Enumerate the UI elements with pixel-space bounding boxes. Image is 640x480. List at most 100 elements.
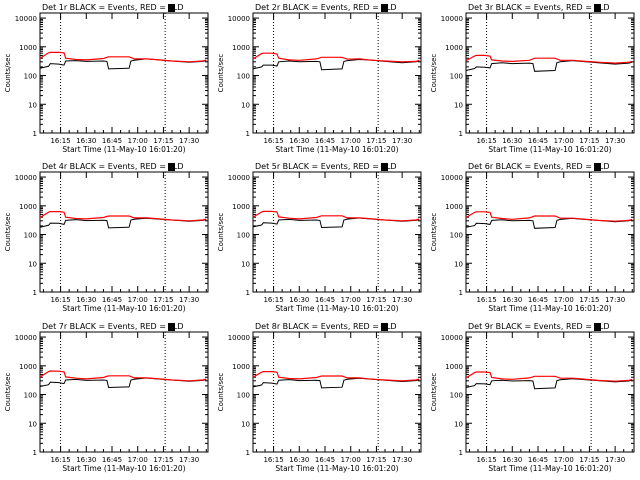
x-tick-label: 17:00 xyxy=(341,296,361,304)
panel-title: Det 2r BLACK = Events, RED = LLD xyxy=(255,3,397,12)
panel-det-7: Det 7r BLACK = Events, RED = LLD 1 10 100 10… xyxy=(4,322,209,473)
x-tick-label: 17:30 xyxy=(605,296,625,304)
x-axis-label: Start Time (11-May-10 16:01:20) xyxy=(62,464,185,473)
x-tick-label: 17:15 xyxy=(366,296,386,304)
legend-marker xyxy=(168,163,175,171)
lld-series-line xyxy=(465,54,633,64)
lld-series-line xyxy=(252,52,420,63)
panel-det-6: Det 6r BLACK = Events, RED = LLD 1 10 100 10… xyxy=(430,162,635,313)
panel-title: Det 9r BLACK = Events, RED = LLD xyxy=(468,322,610,331)
y-tick-label: 100 xyxy=(450,73,463,81)
x-tick-label: 17:00 xyxy=(554,137,574,145)
x-tick-label: 17:30 xyxy=(392,137,412,145)
events-series-line xyxy=(252,377,420,389)
lld-series-line xyxy=(39,370,207,382)
x-tick-label: 17:30 xyxy=(179,296,199,304)
plot-frame xyxy=(39,331,209,453)
y-tick-label: 100 xyxy=(237,392,250,400)
y-tick-label: 10 xyxy=(454,260,463,268)
x-tick-label: 16:30 xyxy=(502,296,522,304)
y-tick-label: 100 xyxy=(24,392,37,400)
x-tick-label: 17:00 xyxy=(554,456,574,464)
plot-frame xyxy=(465,171,635,293)
y-tick-label: 1 xyxy=(459,289,463,297)
x-tick-label: 16:45 xyxy=(528,137,548,145)
x-axis-label: Start Time (11-May-10 16:01:20) xyxy=(488,464,611,473)
panel-det-5: Det 5r BLACK = Events, RED = LLD 1 10 100 10… xyxy=(217,162,422,313)
y-tick-label: 100 xyxy=(450,232,463,240)
x-tick-label: 17:15 xyxy=(579,137,599,145)
plot-frame xyxy=(252,171,422,293)
y-tick-label: 10000 xyxy=(228,15,250,23)
x-axis-label: Start Time (11-May-10 16:01:20) xyxy=(488,145,611,154)
y-tick-label: 10 xyxy=(28,260,37,268)
lld-series-line xyxy=(465,371,633,382)
lld-series-line xyxy=(39,51,207,63)
x-tick-label: 16:30 xyxy=(502,456,522,464)
x-tick-label: 17:15 xyxy=(366,137,386,145)
x-tick-label: 16:30 xyxy=(502,137,522,145)
x-tick-label: 16:30 xyxy=(76,296,96,304)
y-tick-label: 1000 xyxy=(232,363,250,371)
y-tick-label: 1 xyxy=(246,449,250,457)
panel-det-4: Det 4r BLACK = Events, RED = LLD 1 10 100 10… xyxy=(4,162,209,313)
x-tick-label: 17:30 xyxy=(179,137,199,145)
y-axis-label: Counts/sec xyxy=(217,373,225,412)
x-tick-label: 17:30 xyxy=(179,456,199,464)
x-tick-label: 16:45 xyxy=(528,296,548,304)
events-series-line xyxy=(39,377,207,389)
y-axis-label: Counts/sec xyxy=(430,373,438,412)
x-tick-label: 16:15 xyxy=(263,137,283,145)
x-axis-label: Start Time (11-May-10 16:01:20) xyxy=(62,304,185,313)
x-tick-label: 16:15 xyxy=(50,137,70,145)
legend-marker xyxy=(381,4,388,12)
y-tick-label: 1 xyxy=(33,449,37,457)
events-series-line xyxy=(465,217,633,229)
panel-title: Det 6r BLACK = Events, RED = LLD xyxy=(468,162,610,171)
x-tick-label: 17:00 xyxy=(341,456,361,464)
y-tick-label: 1000 xyxy=(445,203,463,211)
y-tick-label: 1000 xyxy=(232,203,250,211)
y-tick-label: 1 xyxy=(459,449,463,457)
y-tick-label: 1000 xyxy=(19,203,37,211)
x-tick-label: 17:15 xyxy=(366,456,386,464)
panel-title: Det 5r BLACK = Events, RED = LLD xyxy=(255,162,397,171)
y-tick-label: 100 xyxy=(450,392,463,400)
y-axis-label: Counts/sec xyxy=(430,54,438,93)
x-tick-label: 17:30 xyxy=(605,137,625,145)
y-axis-label: Counts/sec xyxy=(4,54,12,93)
y-tick-label: 10000 xyxy=(228,334,250,342)
x-axis-label: Start Time (11-May-10 16:01:20) xyxy=(488,304,611,313)
x-tick-label: 17:30 xyxy=(392,456,412,464)
y-tick-label: 10 xyxy=(28,420,37,428)
y-axis-label: Counts/sec xyxy=(4,373,12,412)
x-tick-label: 16:30 xyxy=(289,456,309,464)
y-tick-label: 10000 xyxy=(15,15,37,23)
x-tick-label: 17:15 xyxy=(579,456,599,464)
plot-frame xyxy=(465,331,635,453)
x-tick-label: 16:45 xyxy=(102,296,122,304)
x-tick-label: 17:15 xyxy=(153,456,173,464)
y-tick-label: 1000 xyxy=(232,44,250,52)
y-tick-label: 10 xyxy=(241,420,250,428)
panel-det-1: Det 1r BLACK = Events, RED = LLD 1 10 100 10… xyxy=(4,3,209,154)
plot-frame xyxy=(39,12,209,134)
events-series-line xyxy=(39,217,207,229)
panel-title: Det 4r BLACK = Events, RED = LLD xyxy=(42,162,184,171)
y-tick-label: 1000 xyxy=(445,44,463,52)
x-tick-label: 16:45 xyxy=(315,296,335,304)
x-tick-label: 16:15 xyxy=(476,456,496,464)
y-axis-label: Counts/sec xyxy=(217,213,225,252)
y-tick-label: 1000 xyxy=(19,44,37,52)
x-axis-label: Start Time (11-May-10 16:01:20) xyxy=(275,145,398,154)
legend-marker xyxy=(168,323,175,331)
lld-series-line xyxy=(39,211,207,222)
y-tick-label: 10 xyxy=(28,101,37,109)
x-tick-label: 16:45 xyxy=(315,137,335,145)
y-tick-label: 10 xyxy=(454,101,463,109)
panel-det-9: Det 9r BLACK = Events, RED = LLD 1 10 100 10… xyxy=(430,322,635,473)
legend-marker xyxy=(381,323,388,331)
legend-marker xyxy=(594,4,601,12)
x-tick-label: 17:15 xyxy=(153,137,173,145)
